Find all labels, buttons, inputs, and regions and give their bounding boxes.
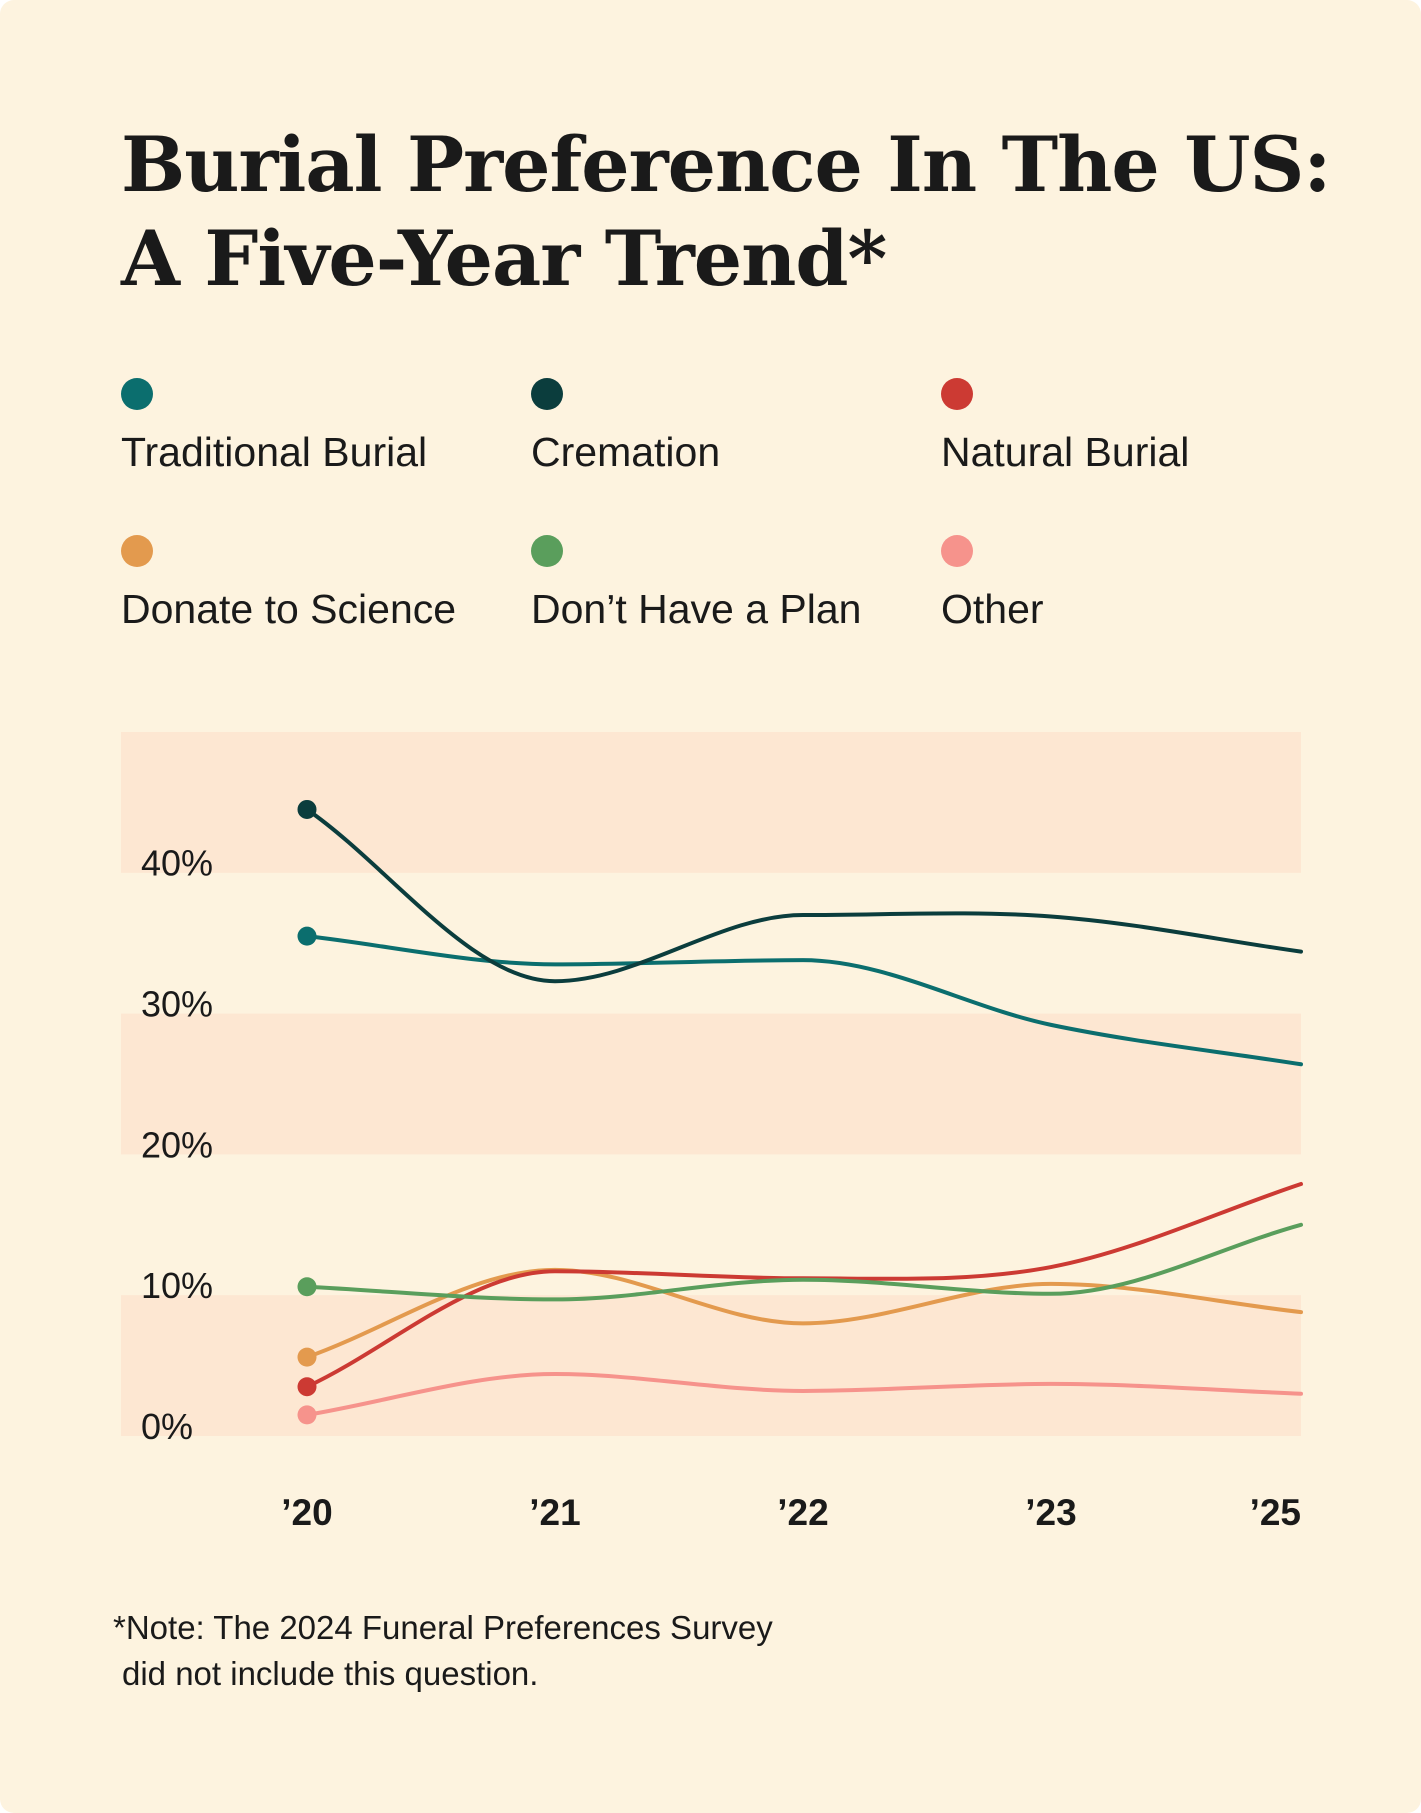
footnote-line-1: *Note: The 2024 Funeral Preferences Surv…: [113, 1609, 773, 1646]
legend-label: Traditional Burial: [121, 429, 428, 475]
legend-label: Cremation: [531, 429, 721, 475]
y-tick-label: 30%: [141, 984, 213, 1025]
x-axis-labels: ’20 ’21 ’22 ’23 ’25: [281, 1492, 1301, 1533]
start-point-cremation: [297, 799, 317, 819]
legend-dot-icon: [941, 535, 973, 567]
legend-dot-icon: [941, 378, 973, 410]
x-tick-label: ’22: [777, 1492, 828, 1533]
legend-dot-icon: [531, 378, 563, 410]
x-tick-label: ’21: [529, 1492, 580, 1533]
legend-label: Donate to Science: [121, 586, 457, 632]
start-point-donate-to-science: [297, 1347, 317, 1367]
x-tick-label: ’23: [1025, 1492, 1076, 1533]
chart-series-lines: [305, 807, 1303, 1417]
band-top: [121, 732, 1301, 873]
series-line-don-t-have-a-plan: [305, 1222, 1303, 1302]
start-point-don-t-have-a-plan: [297, 1277, 317, 1297]
footnote-line-2: did not include this question.: [122, 1655, 539, 1692]
series-line-cremation: [305, 807, 1303, 984]
start-point-other: [297, 1405, 317, 1425]
series-line-other: [305, 1372, 1303, 1417]
legend-label: Other: [941, 586, 1044, 632]
chart-start-points: [297, 799, 317, 1425]
y-tick-label: 40%: [141, 843, 213, 884]
x-tick-label: ’25: [1250, 1492, 1301, 1533]
start-point-natural-burial: [297, 1377, 317, 1397]
legend-label: Don’t Have a Plan: [531, 586, 862, 632]
start-point-traditional-burial: [297, 926, 317, 946]
chart-title-line-1: Burial Preference In The US:: [121, 120, 1331, 209]
y-tick-label: 10%: [141, 1265, 213, 1306]
series-line-donate-to-science: [305, 1267, 1303, 1360]
y-tick-label: 0%: [141, 1406, 193, 1447]
legend-dot-icon: [121, 378, 153, 410]
legend-dot-icon: [121, 535, 153, 567]
legend-label: Natural Burial: [941, 429, 1190, 475]
band-20-30: [121, 1013, 1301, 1155]
y-axis-labels: 0% 10% 20% 30% 40%: [141, 843, 213, 1447]
chart-bands: [121, 732, 1301, 1436]
series-line-traditional-burial: [305, 934, 1303, 1067]
chart-title-line-2: A Five-Year Trend*: [121, 214, 887, 303]
x-tick-label: ’20: [281, 1492, 332, 1533]
legend-dot-icon: [531, 535, 563, 567]
footnote: *Note: The 2024 Funeral Preferences Surv…: [113, 1605, 773, 1697]
y-tick-label: 20%: [141, 1124, 213, 1165]
chart-title: Burial Preference In The US: A Five-Year…: [121, 118, 1331, 306]
